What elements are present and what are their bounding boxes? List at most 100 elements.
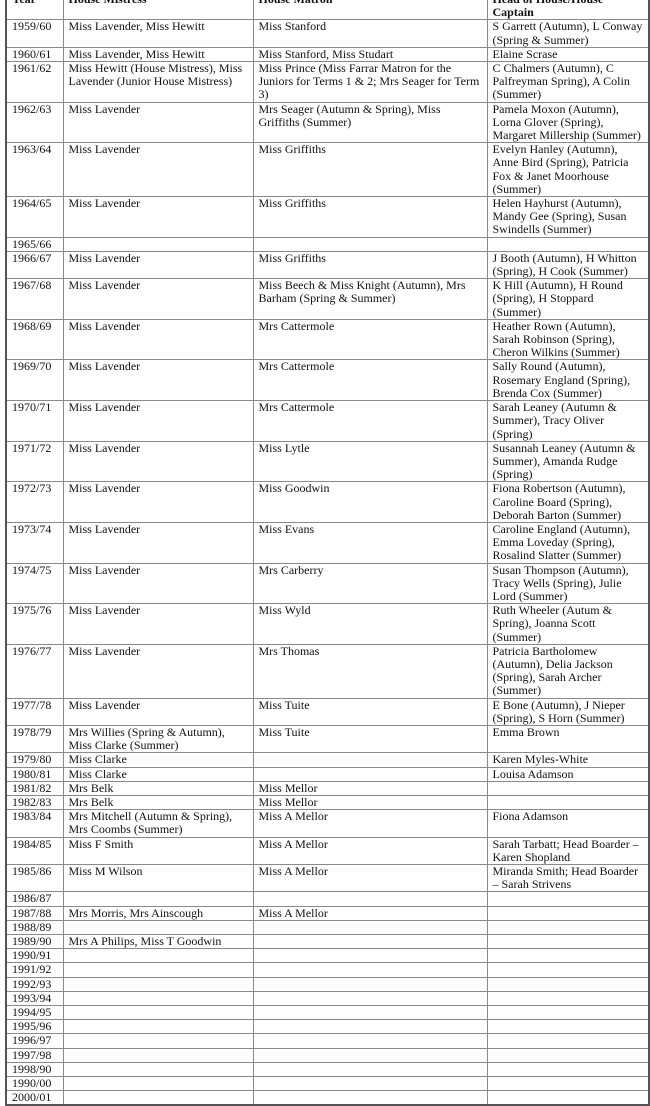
cell-house-matron [252, 1061, 488, 1078]
cell-head-of-house [486, 1005, 650, 1021]
cell-head-of-house: Susannah Leaney (Autumn & Summer), Amand… [486, 440, 650, 483]
table-row: 1960/61 Miss Lavender, Miss Hewitt Miss St… [5, 46, 650, 63]
cell-house-mistress: Mrs Belk [62, 794, 254, 811]
cell-house-matron: Miss Prince (Miss Farrar Matron for the … [252, 61, 488, 103]
cell-house-mistress: Miss Lavender [62, 481, 254, 523]
table-row: 1993/94 [5, 990, 650, 1007]
cell-year: 1976/77 [5, 643, 64, 699]
table-row: 1989/90 Mrs A Philips, Miss T Goodwin [5, 934, 650, 950]
cell-house-mistress: Miss F Smith [62, 836, 254, 866]
cell-house-mistress: Miss Lavender [62, 250, 254, 280]
table-row: 1962/63 Miss Lavender Mrs Seager (Autumn &… [5, 101, 650, 144]
cell-year: 1978/79 [5, 724, 64, 754]
cell-head-of-house [486, 948, 650, 964]
cell-house-mistress: Mrs Belk [62, 780, 254, 796]
table-row: 1990/91 [5, 948, 650, 964]
cell-house-mistress: Miss Lavender [62, 101, 254, 144]
cell-house-matron: Miss Stanford [252, 19, 488, 48]
cell-year: 1994/95 [5, 1005, 64, 1021]
cell-house-mistress: Miss Lavender [62, 359, 254, 402]
cell-house-matron [252, 1076, 488, 1092]
cell-year: 1964/65 [5, 196, 64, 238]
cell-head-of-house: K Hill (Autumn), H Round (Spring), H Sto… [486, 278, 650, 320]
cell-year: 1989/90 [5, 934, 64, 950]
cell-head-of-house [486, 934, 650, 950]
cell-year: 1982/83 [5, 794, 64, 811]
cell-house-mistress: Miss Lavender [62, 643, 254, 699]
cell-head-of-house: Evelyn Hanley (Autumn), Anne Bird (Sprin… [486, 142, 650, 198]
cell-house-matron: Miss A Mellor [252, 809, 488, 838]
cell-year: 1977/78 [5, 697, 64, 726]
table-row: 1976/77 Miss Lavender Mrs Thomas Patricia B… [5, 643, 650, 699]
cell-year: 1998/90 [5, 1061, 64, 1078]
cell-house-mistress: Miss Clarke [62, 766, 254, 782]
header-year: Year [5, 0, 64, 21]
table-row: 1990/00 [5, 1076, 650, 1092]
cell-house-mistress: Miss Lavender [62, 318, 254, 361]
table-row: 1975/76 Miss Lavender Miss Wyld Ruth Wheele… [5, 603, 650, 645]
cell-house-matron [252, 752, 488, 768]
cell-house-matron: Miss Tuite [252, 697, 488, 726]
cell-house-matron: Mrs Seager (Autumn & Spring), Miss Griff… [252, 101, 488, 144]
table-row: 1969/70 Miss Lavender Mrs Cattermole Sally … [5, 359, 650, 402]
cell-head-of-house [486, 990, 650, 1007]
cell-head-of-house: Louisa Adamson [486, 766, 650, 782]
cell-head-of-house [486, 1033, 650, 1049]
table-row: 1965/66 [5, 236, 650, 252]
table-row: 1986/87 [5, 891, 650, 907]
cell-head-of-house: Fiona Adamson [486, 809, 650, 838]
table-row: 1983/84 Mrs Mitchell (Autumn & Spring), M… [5, 809, 650, 838]
cell-house-matron [252, 919, 488, 936]
table-row: 1966/67 Miss Lavender Miss Griffiths J Boot… [5, 250, 650, 280]
cell-head-of-house: Sarah Tarbatt; Head Boarder – Karen Shop… [486, 836, 650, 866]
cell-year: 1972/73 [5, 481, 64, 523]
cell-house-matron: Miss Wyld [252, 603, 488, 645]
table-row: 1963/64 Miss Lavender Miss Griffiths Evelyn… [5, 142, 650, 198]
cell-house-mistress: Miss Lavender, Miss Hewitt [62, 46, 254, 63]
table-row: 1968/69 Miss Lavender Mrs Cattermole Heathe… [5, 318, 650, 361]
cell-house-matron: Miss Griffiths [252, 250, 488, 280]
cell-year: 1960/61 [5, 46, 64, 63]
cell-house-mistress: Miss Lavender, Miss Hewitt [62, 19, 254, 48]
cell-house-matron: Miss A Mellor [252, 836, 488, 866]
cell-house-mistress [62, 1019, 254, 1035]
cell-year: 1966/67 [5, 250, 64, 280]
cell-house-matron [252, 1019, 488, 1035]
cell-year: 1987/88 [5, 905, 64, 921]
cell-head-of-house: Ruth Wheeler (Autum & Spring), Joanna Sc… [486, 603, 650, 645]
cell-year: 1961/62 [5, 61, 64, 103]
cell-house-matron [252, 990, 488, 1007]
cell-year: 1963/64 [5, 142, 64, 198]
cell-head-of-house: Pamela Moxon (Autumn), Lorna Glover (Spr… [486, 101, 650, 144]
cell-house-mistress: Miss Lavender [62, 440, 254, 483]
cell-house-mistress: Mrs Willies (Spring & Autumn), Miss Clar… [62, 724, 254, 754]
cell-head-of-house: E Bone (Autumn), J Nieper (Spring), S Ho… [486, 697, 650, 726]
cell-year: 1990/00 [5, 1076, 64, 1092]
cell-house-matron: Miss Goodwin [252, 481, 488, 523]
cell-house-matron [252, 948, 488, 964]
cell-house-mistress: Miss Clarke [62, 752, 254, 768]
cell-house-matron: Mrs Cattermole [252, 359, 488, 402]
cell-head-of-house [486, 1076, 650, 1092]
cell-head-of-house [486, 794, 650, 811]
table-row: 1992/93 [5, 976, 650, 992]
cell-head-of-house: Karen Myles-White [486, 752, 650, 768]
cell-house-mistress [62, 990, 254, 1007]
cell-house-mistress [62, 236, 254, 252]
cell-year: 1997/98 [5, 1047, 64, 1063]
cell-year: 1974/75 [5, 562, 64, 605]
cell-house-mistress [62, 962, 254, 978]
table-row: 1979/80 Miss Clarke Karen Myles-White [5, 752, 650, 768]
cell-house-matron: Miss Beech & Miss Knight (Autumn), Mrs B… [252, 278, 488, 320]
cell-house-mistress [62, 919, 254, 936]
cell-house-mistress: Miss Lavender [62, 603, 254, 645]
cell-house-matron: Miss A Mellor [252, 905, 488, 921]
cell-house-mistress [62, 1061, 254, 1078]
cell-year: 1996/97 [5, 1033, 64, 1049]
table-row: 1971/72 Miss Lavender Miss Lytle Susannah L… [5, 440, 650, 483]
table-row: 1972/73 Miss Lavender Miss Goodwin Fiona Ro… [5, 481, 650, 523]
cell-year: 1980/81 [5, 766, 64, 782]
cell-year: 1970/71 [5, 400, 64, 442]
header-head-of-house: Head of House/House Captain [486, 0, 650, 21]
cell-head-of-house: Sally Round (Autumn), Rosemary England (… [486, 359, 650, 402]
